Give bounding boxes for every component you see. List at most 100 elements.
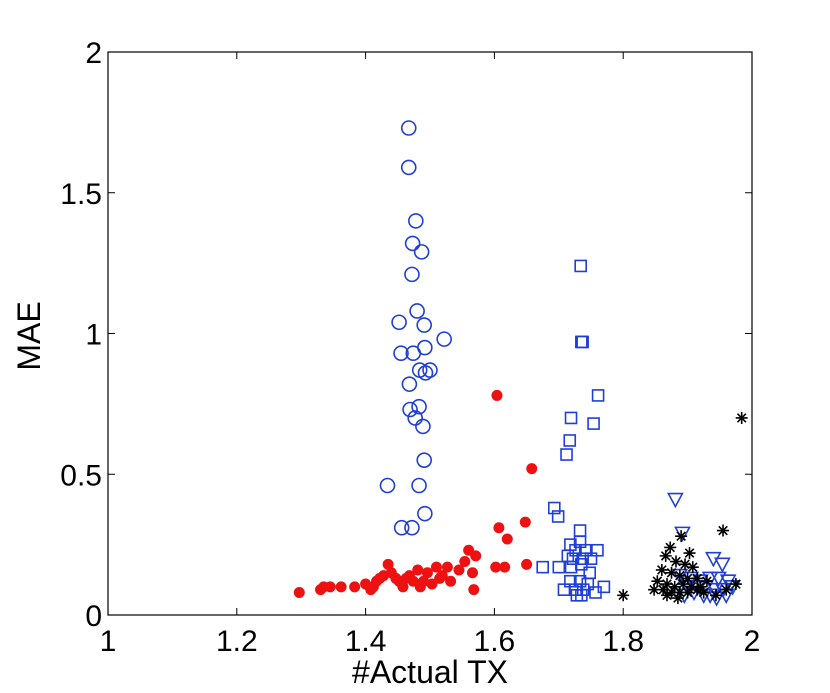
- data-point: [560, 448, 573, 461]
- data-point: [705, 551, 722, 568]
- data-point: [673, 586, 686, 599]
- data-point: [417, 505, 433, 522]
- data-point: [547, 501, 561, 515]
- data-point: [710, 571, 727, 588]
- data-point: [700, 575, 713, 588]
- data-point: [411, 477, 427, 494]
- data-point: [675, 530, 688, 543]
- data-point: [401, 376, 418, 392]
- plot-area: [107, 51, 753, 616]
- y-tick-label: 1.5: [60, 178, 102, 211]
- data-point: [667, 492, 684, 509]
- data-point: [422, 362, 438, 378]
- data-point: [574, 259, 587, 273]
- data-point: [665, 586, 678, 599]
- x-tick-label: 1.6: [474, 625, 516, 658]
- plot-frame: [107, 51, 753, 616]
- data-point: [677, 578, 690, 591]
- y-tick-label: 2: [85, 37, 102, 70]
- data-point: [404, 266, 420, 283]
- data-point: [416, 317, 433, 333]
- data-point: [418, 575, 430, 587]
- x-tick-label: 1.4: [345, 625, 387, 658]
- data-point: [409, 303, 425, 319]
- data-point: [412, 564, 424, 576]
- series-asterisk: [617, 411, 748, 605]
- data-point: [671, 592, 684, 605]
- data-point: [714, 557, 731, 574]
- data-point: [709, 589, 722, 602]
- data-point: [668, 580, 681, 593]
- data-point: [691, 583, 704, 596]
- series-filled-circle: [293, 389, 538, 598]
- data-point: [664, 541, 677, 554]
- axis-ticks: 1 1.2 1.4 1.6 1.8 2 0 0.5 1 1.5 2: [60, 37, 760, 658]
- data-point: [521, 558, 533, 570]
- data-point: [382, 558, 394, 570]
- data-point: [552, 560, 566, 574]
- y-tick-label: 0: [85, 600, 102, 633]
- data-point: [499, 561, 511, 573]
- data-point: [441, 561, 453, 573]
- data-point: [408, 213, 424, 229]
- data-point: [720, 583, 733, 596]
- data-point: [400, 120, 417, 136]
- data-point: [651, 575, 664, 588]
- data-point: [526, 463, 538, 475]
- x-axis-label: #Actual TX: [352, 654, 508, 690]
- data-point: [404, 235, 421, 252]
- data-point: [379, 477, 396, 494]
- data-point: [413, 244, 430, 260]
- data-point: [416, 452, 433, 468]
- data-point: [573, 574, 587, 588]
- data-marks: [293, 120, 748, 607]
- data-point: [436, 570, 448, 582]
- data-point: [659, 549, 672, 562]
- data-point: [685, 580, 698, 593]
- data-point: [415, 418, 431, 435]
- data-point: [391, 314, 407, 331]
- data-point: [679, 558, 692, 571]
- data-point: [681, 586, 694, 599]
- data-point: [691, 572, 704, 585]
- data-point: [430, 561, 442, 573]
- data-point: [655, 563, 668, 576]
- data-point: [519, 516, 531, 528]
- data-point: [729, 578, 742, 591]
- data-point: [670, 555, 683, 568]
- x-tick-label: 1.8: [602, 625, 644, 658]
- data-point: [665, 566, 678, 579]
- data-point: [660, 589, 673, 602]
- x-tick-label: 1.2: [216, 625, 258, 658]
- data-point: [349, 581, 361, 593]
- data-point: [501, 533, 513, 545]
- data-point: [490, 561, 502, 573]
- data-point: [717, 524, 730, 537]
- data-point: [445, 575, 457, 587]
- data-point: [400, 159, 417, 176]
- data-point: [719, 574, 737, 590]
- data-point: [335, 581, 347, 593]
- data-point: [686, 561, 699, 574]
- data-point: [393, 345, 409, 362]
- data-point: [404, 519, 420, 536]
- series-circle-open: [379, 120, 452, 536]
- data-point: [617, 589, 630, 602]
- y-tick-label: 0.5: [60, 459, 102, 492]
- data-point: [648, 583, 661, 596]
- data-point: [421, 567, 433, 579]
- y-tick-label: 1: [85, 319, 102, 352]
- data-point: [536, 560, 550, 574]
- data-point: [591, 543, 604, 557]
- data-point: [673, 569, 686, 582]
- x-tick-label: 2: [744, 625, 761, 658]
- data-point: [587, 417, 600, 430]
- data-point: [576, 335, 589, 349]
- data-point: [564, 411, 578, 425]
- data-point: [697, 586, 710, 599]
- data-point: [493, 522, 505, 534]
- y-axis-label: MAE: [11, 301, 47, 370]
- data-point: [575, 588, 588, 602]
- data-point: [417, 339, 433, 356]
